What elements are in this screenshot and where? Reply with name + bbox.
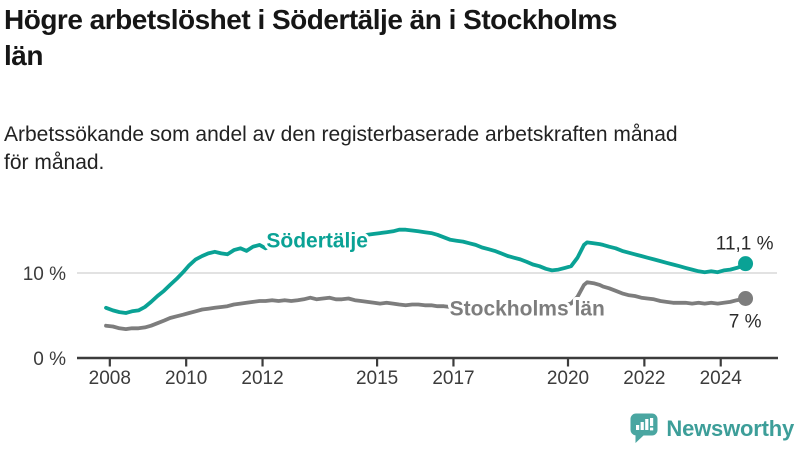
exclamation-dot (650, 427, 654, 431)
y-tick-label-0: 0 % (33, 349, 66, 370)
x-tick-label-2010: 2010 (165, 368, 207, 389)
x-tick-label-2008: 2008 (89, 368, 131, 389)
bar-1 (636, 425, 640, 430)
series-label-stockholms-l-n: Stockholms län (450, 298, 605, 321)
x-tick-label-2022: 2022 (623, 368, 665, 389)
exclamation-stem (650, 418, 654, 426)
series-line-stockholms-l-n (104, 280, 748, 332)
newsworthy-wordmark: Newsworthy (666, 415, 794, 441)
newsworthy-logo: Newsworthy (630, 413, 794, 444)
end-value-label-stockholms-l-n: 7 % (729, 312, 762, 333)
speech-bubble-shape (630, 413, 658, 443)
x-tick-label-2015: 2015 (356, 368, 398, 389)
end-dot-stockholms-l-n (738, 291, 754, 306)
series-line-s-dert-lje (104, 227, 748, 315)
page-title: Högre arbetslöshet i Södertälje än i Sto… (4, 4, 617, 71)
series-label-s-dert-lje: Södertälje (266, 230, 368, 253)
end-value-label-s-dert-lje: 11,1 % (716, 234, 774, 255)
page-subtitle: Arbetssökande som andel av den registerb… (4, 123, 678, 174)
bar-3 (645, 419, 649, 430)
bar-2 (641, 422, 645, 430)
x-tick-label-2020: 2020 (547, 368, 589, 389)
x-tick-label-2012: 2012 (241, 368, 283, 389)
x-tick-label-2017: 2017 (432, 368, 474, 389)
y-tick-label-10: 10 % (23, 264, 66, 285)
end-dot-s-dert-lje (738, 256, 754, 272)
bar-chart-speech-bubble-icon (630, 413, 658, 443)
x-tick-label-2024: 2024 (700, 368, 743, 389)
line-chart: Södertälje Stockholms län 11,1 % 7 % 2008 201… (23, 227, 778, 389)
